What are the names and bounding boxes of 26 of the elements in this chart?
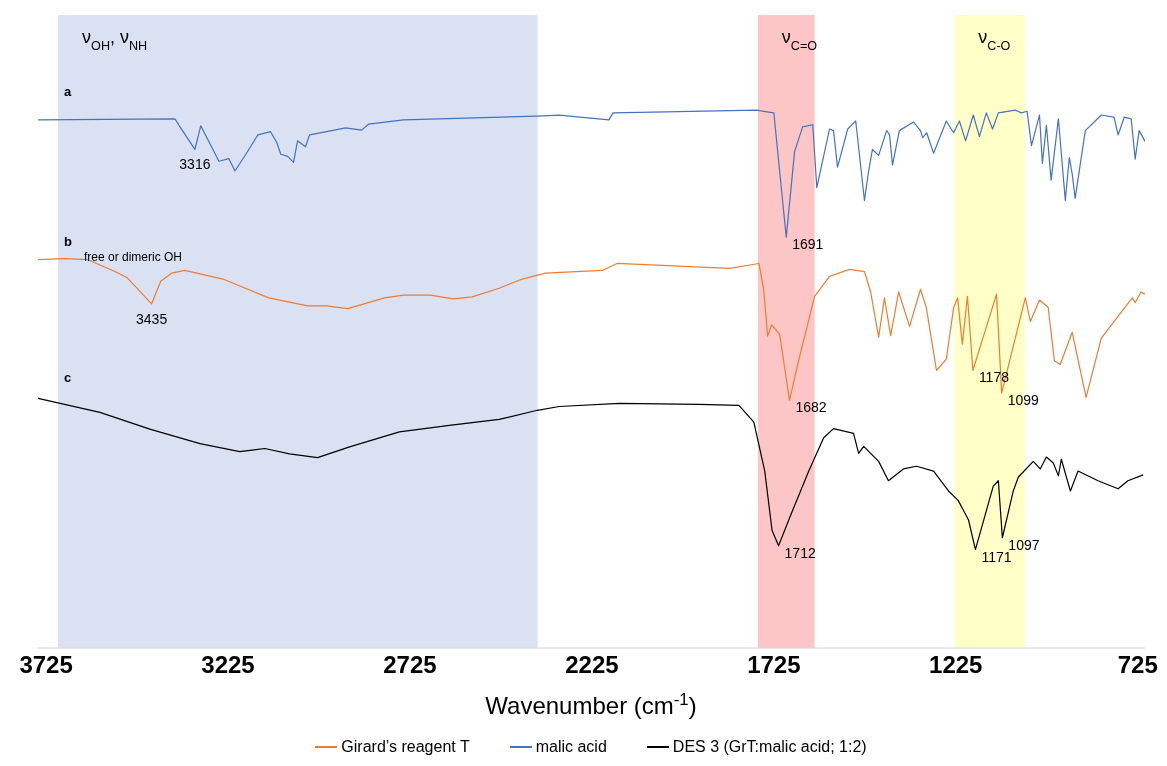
text: a — [64, 84, 72, 99]
band-label: ν$_{C-O}$ — [978, 27, 1011, 53]
annotation: b — [64, 234, 72, 249]
annotation: 3435 — [136, 310, 168, 327]
x-tick-label: 3225 — [201, 651, 255, 679]
annotation: 1691 — [792, 236, 824, 253]
annotation: 1099 — [1007, 392, 1039, 409]
annotation: 1178 — [978, 369, 1010, 386]
annotation: 1712 — [784, 544, 816, 561]
x-tick-label: 1725 — [747, 651, 801, 679]
x-tick-label: 2725 — [383, 651, 437, 679]
annotation: free or dimeric OH — [84, 250, 183, 264]
x-tick-label: 2225 — [565, 651, 619, 679]
x-tick-label: 3725 — [19, 651, 73, 679]
x-tick-label: 725 — [1117, 651, 1158, 679]
annotation: 1682 — [795, 399, 827, 416]
legend-label: DES 3 (GrT:malic acid; 1:2) — [672, 738, 867, 756]
annotation: c — [64, 370, 72, 385]
legend-label: malic acid — [535, 738, 607, 756]
x-axis-title: Wavenumber (cm$^{-1}$) — [485, 689, 697, 719]
x-tick-label: 1225 — [929, 651, 983, 679]
legend-label: Girard’s reagent T — [341, 738, 470, 756]
band-label: ν$_{C=O}$ — [781, 27, 818, 53]
annotation: 3316 — [179, 156, 211, 173]
band-label: ν$_{OH}$, ν$_{NH}$ — [82, 27, 148, 53]
annotation: 1097 — [1008, 536, 1040, 553]
